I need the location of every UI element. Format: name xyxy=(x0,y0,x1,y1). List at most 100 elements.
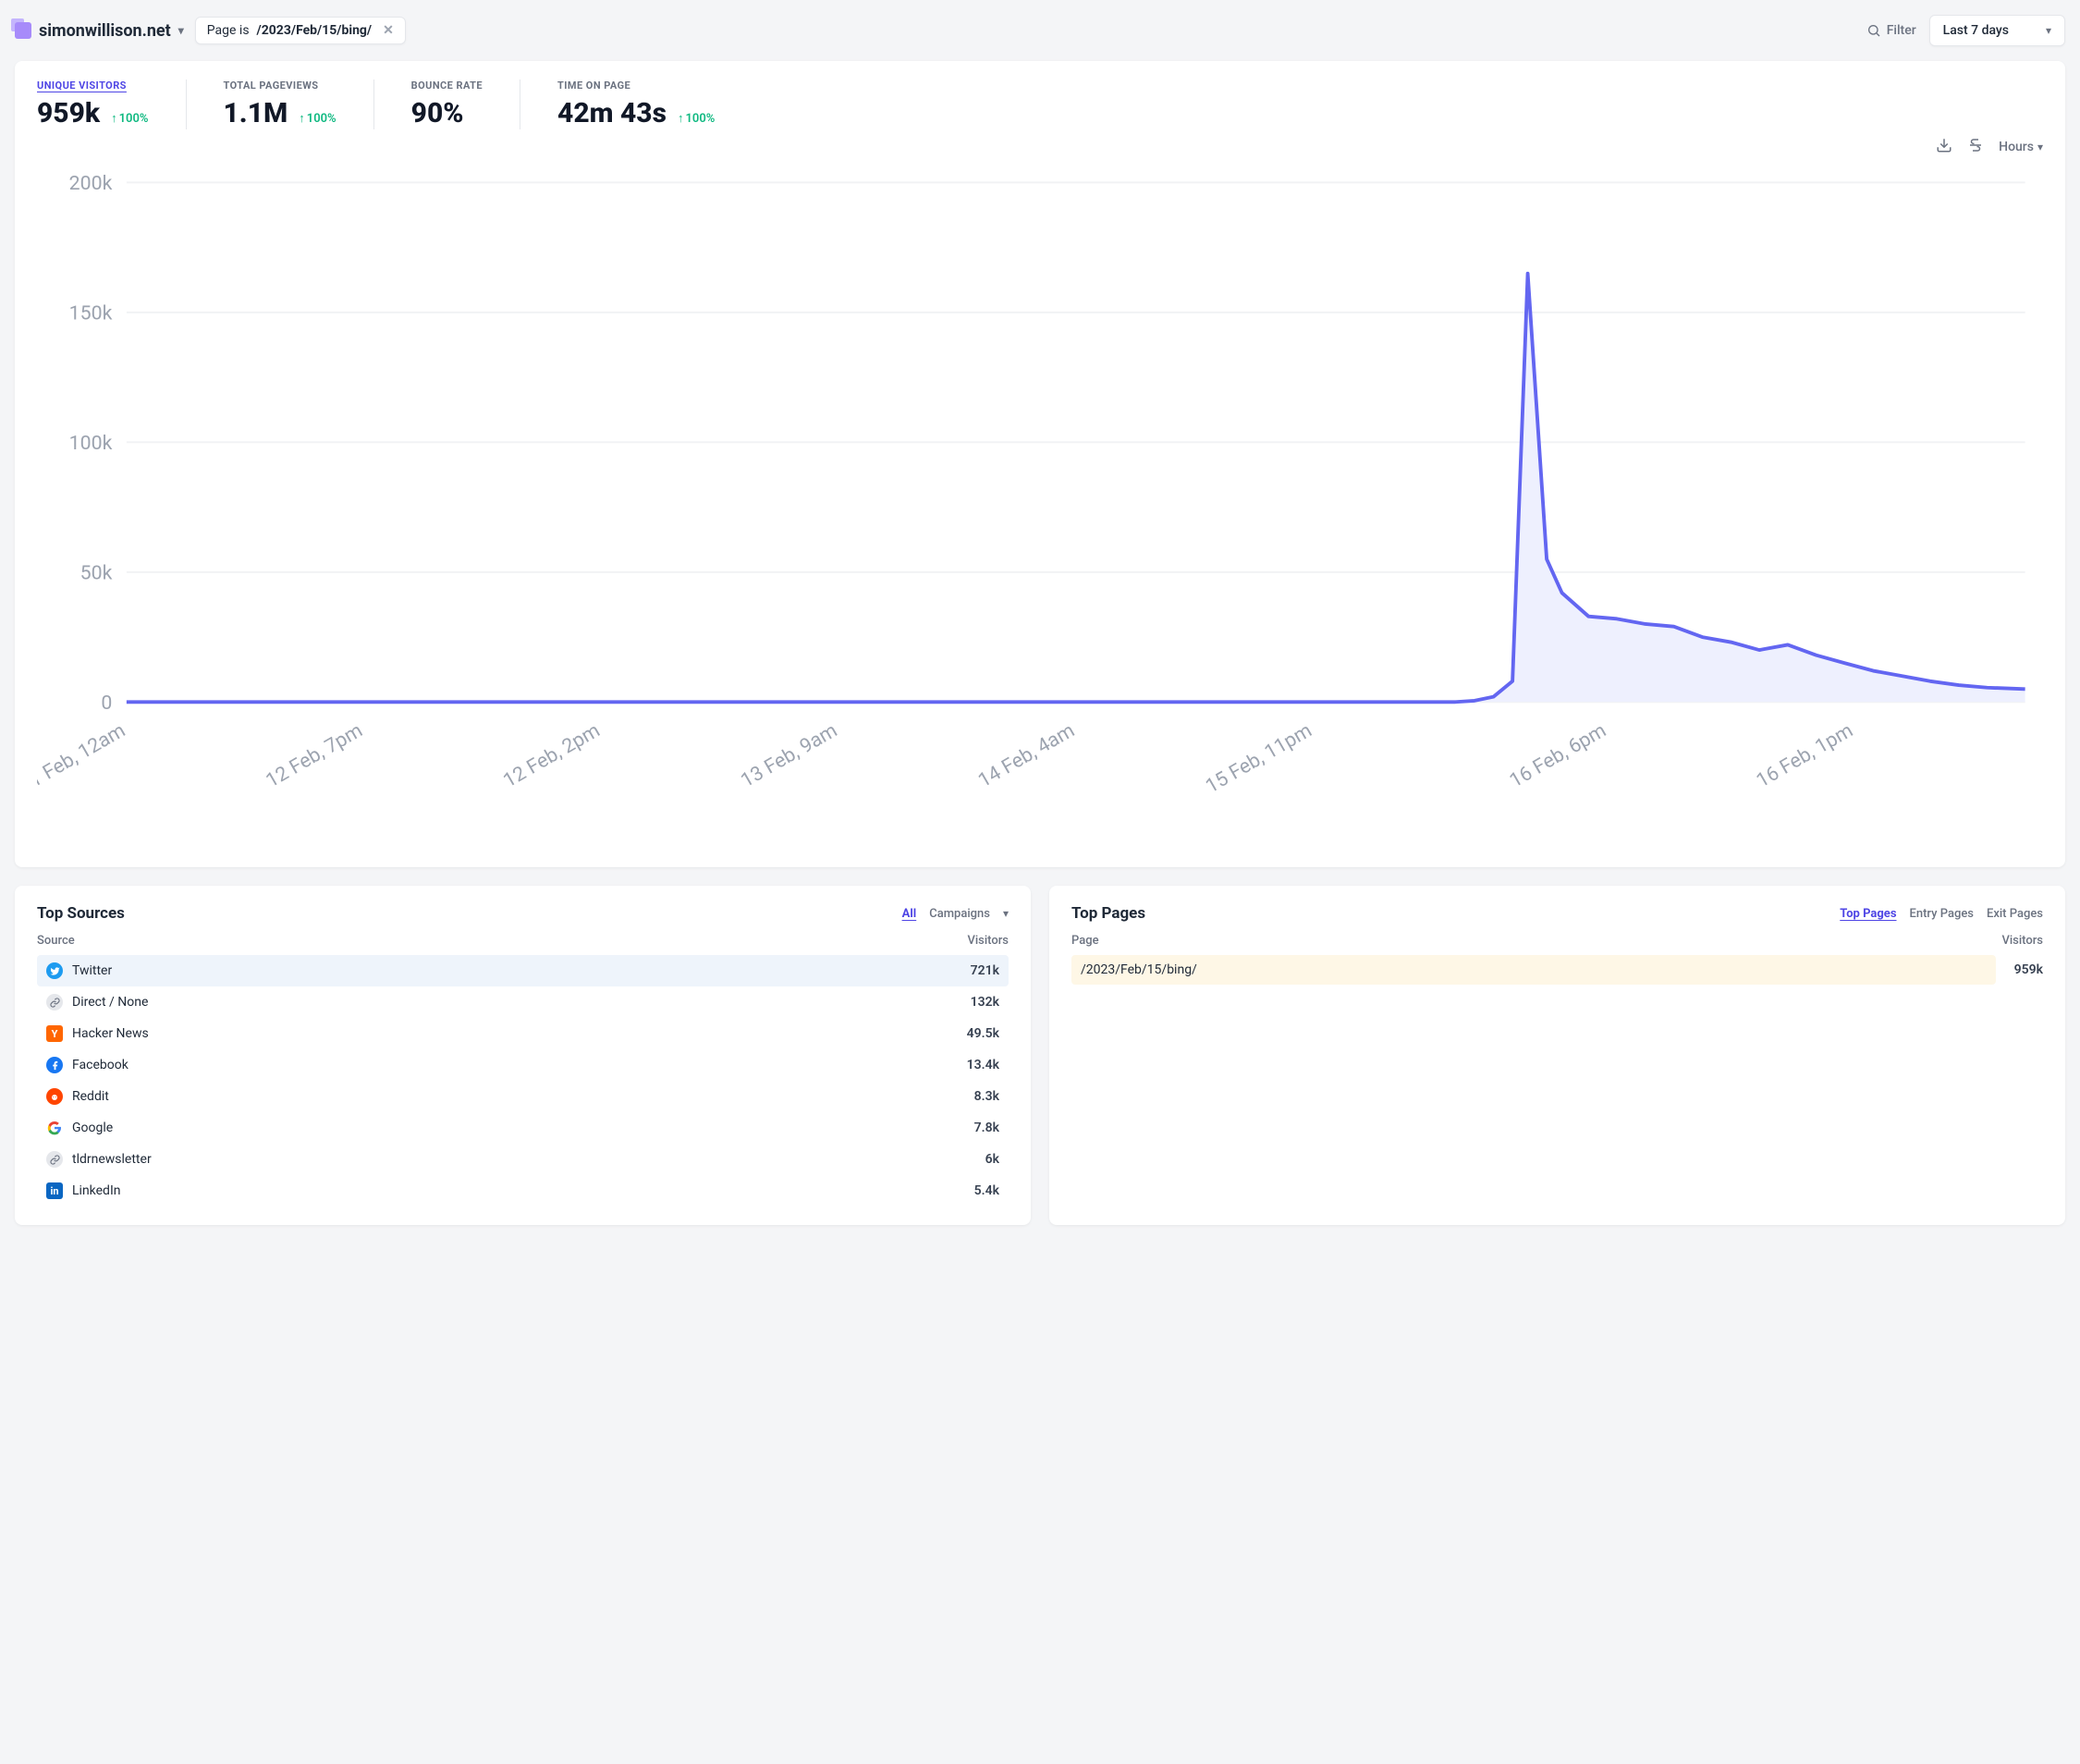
source-visitors: 721k xyxy=(971,963,999,978)
metric-unique-visitors[interactable]: UNIQUE VISITORS 959k ↑ 100% xyxy=(37,80,187,129)
arrow-up-icon: ↑ xyxy=(299,111,305,126)
chart-toolbar: Hours ▾ xyxy=(37,137,2043,157)
sources-tabs: All Campaigns ▾ xyxy=(902,907,1009,921)
close-icon[interactable]: ✕ xyxy=(383,23,394,38)
topbar: simonwillison.net ▾ Page is /2023/Feb/15… xyxy=(15,15,2065,46)
source-row[interactable]: Twitter 721k xyxy=(37,955,1009,986)
pages-col-left: Page xyxy=(1071,934,1099,948)
svg-text:16 Feb, 1pm: 16 Feb, 1pm xyxy=(1753,719,1857,793)
search-icon xyxy=(1866,23,1881,38)
top-pages-panel: Top Pages Top PagesEntry PagesExit Pages… xyxy=(1049,886,2065,1225)
strikethrough-icon[interactable] xyxy=(1967,137,1984,157)
site-name: simonwillison.net xyxy=(39,21,171,41)
source-visitors: 6k xyxy=(985,1152,999,1167)
metric-label: BOUNCE RATE xyxy=(411,80,483,92)
filter-button[interactable]: Filter xyxy=(1866,23,1916,38)
source-name: Google xyxy=(72,1121,113,1135)
metric-delta: ↑ 100% xyxy=(111,111,148,126)
interval-label: Hours xyxy=(1999,140,2034,154)
metric-value: 959k xyxy=(37,97,100,129)
sources-title: Top Sources xyxy=(37,904,125,923)
chevron-down-icon: ▾ xyxy=(2037,141,2043,153)
source-name: Reddit xyxy=(72,1089,109,1104)
tab-all[interactable]: All xyxy=(902,907,917,921)
svg-text:14 Feb, 4am: 14 Feb, 4am xyxy=(974,719,1079,793)
svg-text:12 Feb, 7pm: 12 Feb, 7pm xyxy=(263,719,367,793)
source-row[interactable]: Direct / None 132k xyxy=(37,986,1009,1018)
visitors-chart: 0 50k 100k 150k 200k 11 Feb, 12am 12 Feb, 7pm 1… xyxy=(37,165,2043,849)
metric-label: UNIQUE VISITORS xyxy=(37,80,149,92)
source-name: Facebook xyxy=(72,1058,128,1072)
date-range-label: Last 7 days xyxy=(1943,23,2009,38)
svg-text:11 Feb, 12am: 11 Feb, 12am xyxy=(37,719,129,799)
source-row[interactable]: inLinkedIn5.4k xyxy=(37,1175,1009,1207)
chart-svg: 0 50k 100k 150k 200k 11 Feb, 12am 12 Feb, 7pm 1… xyxy=(37,165,2043,845)
tab-exit-pages[interactable]: Exit Pages xyxy=(1987,907,2043,921)
active-filter-chip[interactable]: Page is /2023/Feb/15/bing/ ✕ xyxy=(195,17,406,44)
source-name: Twitter xyxy=(72,963,112,978)
svg-text:150k: 150k xyxy=(69,302,113,325)
pages-list: /2023/Feb/15/bing/959k xyxy=(1071,955,2043,985)
chevron-down-icon: ▾ xyxy=(2046,24,2051,37)
site-selector[interactable]: simonwillison.net ▾ xyxy=(15,21,184,41)
metric-value: 42m 43s xyxy=(557,97,667,129)
pages-col-right: Visitors xyxy=(2001,934,2043,948)
svg-text:13 Feb, 9am: 13 Feb, 9am xyxy=(737,719,841,793)
filter-chip-value: /2023/Feb/15/bing/ xyxy=(257,23,373,38)
chevron-down-icon[interactable]: ▾ xyxy=(1003,907,1009,920)
link-icon xyxy=(46,994,63,1011)
source-row[interactable]: Google 7.8k xyxy=(37,1112,1009,1144)
svg-text:12 Feb, 2pm: 12 Feb, 2pm xyxy=(499,719,604,793)
svg-text:50k: 50k xyxy=(80,562,113,585)
metric-bounce-rate[interactable]: BOUNCE RATE 90% xyxy=(411,80,520,129)
arrow-up-icon: ↑ xyxy=(111,111,117,126)
metric-delta: ↑ 100% xyxy=(678,111,715,126)
download-icon[interactable] xyxy=(1936,137,1952,157)
metric-time-on-page[interactable]: TIME ON PAGE 42m 43s ↑ 100% xyxy=(557,80,752,129)
tab-campaigns[interactable]: Campaigns xyxy=(929,907,990,921)
source-visitors: 5.4k xyxy=(974,1183,999,1198)
bottom-panels: Top Sources All Campaigns ▾ Source Visitor… xyxy=(15,886,2065,1225)
top-sources-panel: Top Sources All Campaigns ▾ Source Visitor… xyxy=(15,886,1031,1225)
source-visitors: 7.8k xyxy=(974,1121,999,1135)
twitter-icon xyxy=(46,962,63,979)
filter-label: Filter xyxy=(1887,23,1916,38)
google-icon xyxy=(46,1120,63,1136)
source-visitors: 132k xyxy=(971,995,999,1010)
reddit-icon xyxy=(46,1088,63,1105)
page-row[interactable]: /2023/Feb/15/bing/959k xyxy=(1071,955,2043,985)
source-name: LinkedIn xyxy=(72,1183,121,1198)
link-icon xyxy=(46,1151,63,1168)
source-row[interactable]: Reddit8.3k xyxy=(37,1081,1009,1112)
tab-top-pages[interactable]: Top Pages xyxy=(1840,907,1896,921)
source-row[interactable]: Facebook 13.4k xyxy=(37,1049,1009,1081)
page-path: /2023/Feb/15/bing/ xyxy=(1081,962,1197,977)
svg-text:16 Feb, 6pm: 16 Feb, 6pm xyxy=(1506,719,1610,793)
svg-text:100k: 100k xyxy=(69,432,113,455)
source-row[interactable]: YHacker News49.5k xyxy=(37,1018,1009,1049)
main-stats-card: UNIQUE VISITORS 959k ↑ 100% TOTAL PAGEVI… xyxy=(15,61,2065,867)
svg-text:200k: 200k xyxy=(69,172,113,195)
topbar-right: Filter Last 7 days ▾ xyxy=(1866,15,2065,46)
source-name: tldrnewsletter xyxy=(72,1152,152,1167)
source-visitors: 49.5k xyxy=(967,1026,999,1041)
chevron-down-icon: ▾ xyxy=(178,24,184,37)
filter-chip-prefix: Page is xyxy=(207,23,250,38)
metric-label: TIME ON PAGE xyxy=(557,80,715,92)
page-visitors: 959k xyxy=(2014,962,2043,977)
interval-selector[interactable]: Hours ▾ xyxy=(1999,140,2043,154)
tab-entry-pages[interactable]: Entry Pages xyxy=(1910,907,1974,921)
sources-col-left: Source xyxy=(37,934,75,948)
metric-total-pageviews[interactable]: TOTAL PAGEVIEWS 1.1M ↑ 100% xyxy=(224,80,374,129)
source-visitors: 13.4k xyxy=(967,1058,999,1072)
source-name: Direct / None xyxy=(72,995,148,1010)
metric-value: 1.1M xyxy=(224,97,288,129)
svg-text:0: 0 xyxy=(101,692,112,715)
metric-delta: ↑ 100% xyxy=(299,111,336,126)
sources-col-right: Visitors xyxy=(967,934,1009,948)
metrics-row: UNIQUE VISITORS 959k ↑ 100% TOTAL PAGEVI… xyxy=(37,80,2043,129)
source-row[interactable]: tldrnewsletter 6k xyxy=(37,1144,1009,1175)
date-range-selector[interactable]: Last 7 days ▾ xyxy=(1929,15,2065,46)
source-name: Hacker News xyxy=(72,1026,149,1041)
metric-label: TOTAL PAGEVIEWS xyxy=(224,80,336,92)
